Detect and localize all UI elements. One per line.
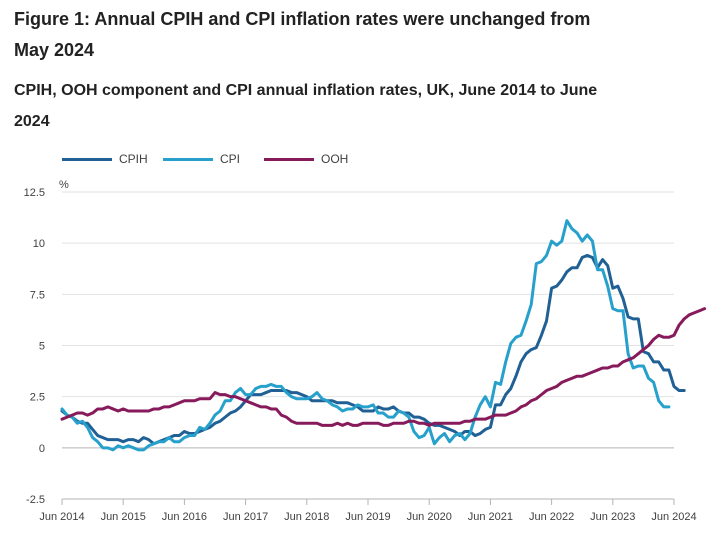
legend-label-ooh: OOH (321, 152, 349, 166)
x-tick-label: Jun 2021 (468, 511, 513, 523)
y-tick-label: 12.5 (24, 187, 45, 199)
legend-swatch-cpi (163, 158, 213, 161)
series-line-cpi (60, 219, 671, 452)
x-tick-label: Jun 2015 (101, 511, 146, 523)
x-tick-label: Jun 2020 (407, 511, 452, 523)
y-tick-label: 10 (33, 238, 45, 250)
x-tick-label: Jun 2014 (39, 511, 84, 523)
x-tick-label: Jun 2022 (529, 511, 574, 523)
y-tick-label: 2.5 (30, 392, 45, 404)
y-tick-label: 5 (39, 341, 45, 353)
x-tick-label: Jun 2024 (651, 511, 696, 523)
x-tick-label: Jun 2017 (223, 511, 268, 523)
x-tick-label: Jun 2023 (590, 511, 635, 523)
y-tick-label: 7.5 (30, 289, 45, 301)
y-tick-label: 0 (39, 443, 45, 455)
figure-title: Figure 1: Annual CPIH and CPI inflation … (14, 9, 591, 60)
legend-swatch-cpih (62, 158, 112, 161)
legend-label-cpih: CPIH (119, 152, 148, 166)
legend-swatch-ooh (264, 158, 314, 161)
x-tick-label: Jun 2016 (162, 511, 207, 523)
chart-subtitle: CPIH, OOH component and CPI annual infla… (14, 82, 598, 130)
x-tick-label: Jun 2019 (345, 511, 390, 523)
y-tick-label: -2.5 (26, 494, 45, 506)
series-line-cpih (60, 253, 686, 446)
y-axis-unit-label: % (59, 179, 69, 191)
legend-label-cpi: CPI (220, 152, 241, 166)
series-line-ooh (60, 307, 707, 427)
x-tick-label: Jun 2018 (284, 511, 329, 523)
